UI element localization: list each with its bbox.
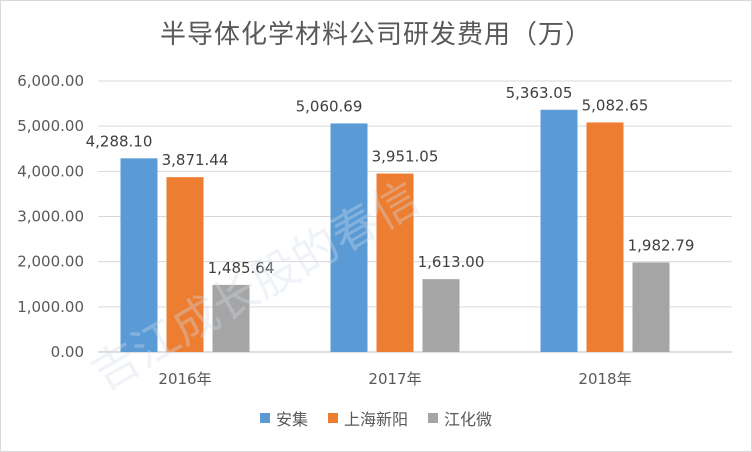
bar-安集-2018年	[540, 109, 578, 352]
bars	[120, 109, 670, 352]
data-label: 1,982.79	[628, 236, 695, 254]
bar-上海新阳-2017年	[376, 173, 414, 352]
x-category-label: 2016年	[158, 370, 211, 388]
data-label: 4,288.10	[86, 132, 153, 150]
y-tick-label: 4,000.00	[17, 162, 84, 180]
y-tick-label: 3,000.00	[17, 208, 84, 226]
y-tick-label: 0.00	[51, 343, 84, 361]
bar-江化微-2018年	[632, 262, 670, 352]
data-label: 3,951.05	[372, 148, 439, 166]
legend-swatch-shanghai-xinyang	[327, 413, 338, 423]
bar-江化微-2016年	[212, 284, 250, 352]
bar-江化微-2017年	[422, 279, 460, 352]
legend-swatch-anji	[259, 413, 270, 423]
y-tick-label: 5,000.00	[17, 117, 84, 135]
legend-label-anji: 安集	[275, 410, 308, 429]
data-label: 3,871.44	[162, 151, 229, 169]
bar-上海新阳-2018年	[586, 122, 624, 352]
x-category-label: 2017年	[368, 370, 421, 388]
legend-label-shanghai-xinyang: 上海新阳	[343, 410, 408, 429]
x-axis-categories: 2016年 2017年 2018年	[158, 370, 631, 388]
bar-安集-2016年	[120, 158, 158, 352]
x-category-label: 2018年	[578, 370, 631, 388]
y-tick-label: 1,000.00	[17, 298, 84, 316]
data-labels: 4,288.10 3,871.44 1,485.64 5,060.69 3,951.05…	[86, 84, 695, 277]
gridlines	[98, 80, 732, 353]
data-label: 1,485.64	[208, 259, 275, 277]
legend-swatch-jianghuawei	[428, 413, 438, 423]
legend-item-shanghai-xinyang: 上海新阳	[327, 406, 408, 430]
data-label: 5,363.05	[506, 84, 573, 102]
data-label: 1,613.00	[418, 253, 485, 271]
legend-item-anji: 安集	[259, 406, 308, 430]
y-tick-label: 6,000.00	[17, 72, 84, 90]
data-label: 5,060.69	[296, 97, 363, 115]
chart-title: 半导体化学材料公司研发费用（万）	[159, 20, 592, 50]
legend-label-jianghuawei: 江化微	[444, 410, 493, 429]
legend: 安集 上海新阳 江化微	[0, 406, 752, 430]
y-tick-label: 2,000.00	[17, 253, 84, 271]
legend-item-jianghuawei: 江化微	[428, 406, 492, 430]
bar-上海新阳-2016年	[166, 177, 204, 352]
data-label: 5,082.65	[582, 96, 649, 114]
bar-安集-2017年	[330, 123, 368, 352]
y-axis-ticks: 0.00 1,000.00 2,000.00 3,000.00 4,000.00 5,00…	[17, 72, 84, 361]
